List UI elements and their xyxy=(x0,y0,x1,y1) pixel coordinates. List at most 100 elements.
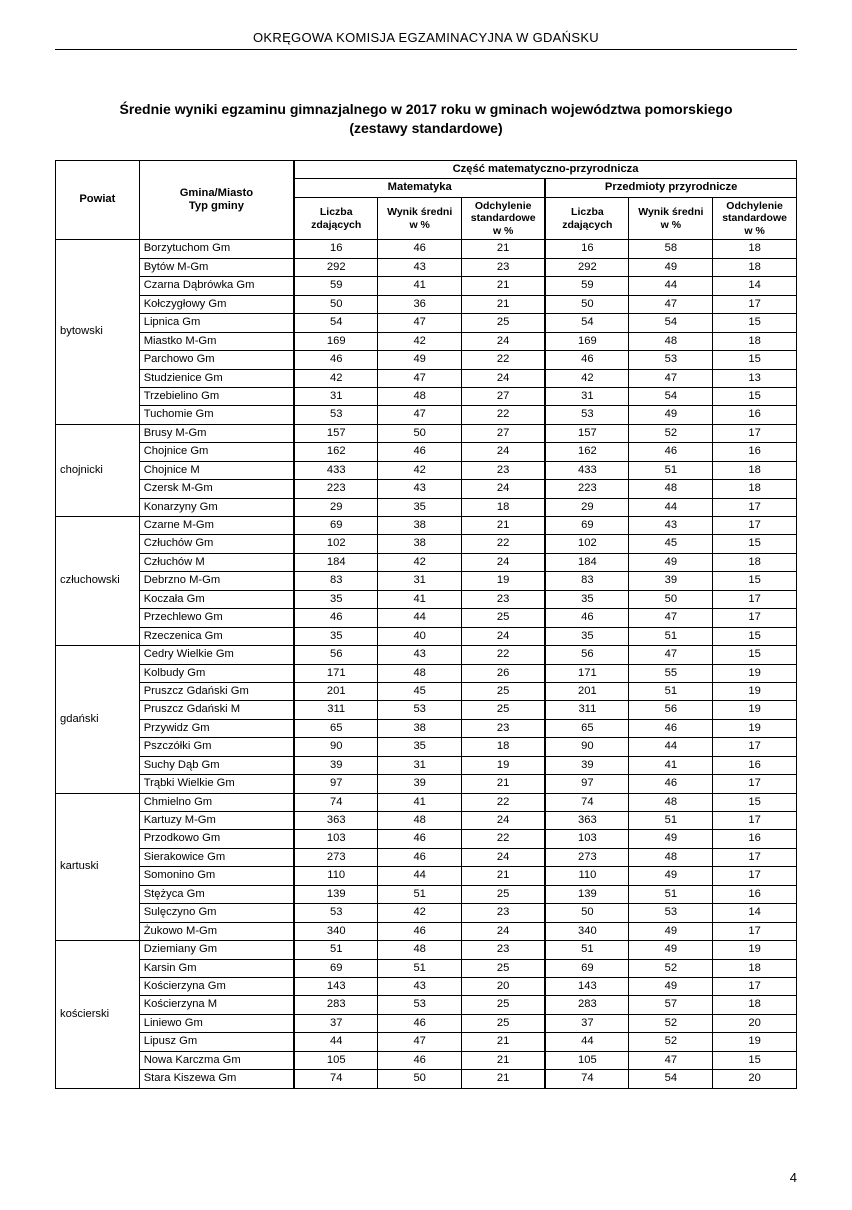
powiat-cell: człuchowski xyxy=(56,517,140,646)
sci-cell: 47 xyxy=(629,295,713,313)
table-row: Człuchów M18442241844918 xyxy=(56,553,797,571)
gmina-cell: Miastko M-Gm xyxy=(139,332,294,350)
math-cell: 23 xyxy=(462,941,546,959)
sci-cell: 49 xyxy=(629,830,713,848)
math-cell: 19 xyxy=(462,572,546,590)
table-row: Suchy Dąb Gm393119394116 xyxy=(56,756,797,774)
table-row: Kościerzyna Gm14343201434917 xyxy=(56,977,797,995)
sci-cell: 53 xyxy=(629,904,713,922)
gmina-cell: Bytów M-Gm xyxy=(139,258,294,276)
table-row: Stężyca Gm13951251395116 xyxy=(56,885,797,903)
math-cell: 53 xyxy=(378,996,462,1014)
col-p-wynik: Wynik średni w % xyxy=(629,197,713,240)
math-cell: 35 xyxy=(378,738,462,756)
math-cell: 56 xyxy=(294,646,378,664)
math-cell: 162 xyxy=(294,443,378,461)
sci-cell: 51 xyxy=(629,812,713,830)
math-cell: 36 xyxy=(378,295,462,313)
math-cell: 35 xyxy=(294,627,378,645)
sci-cell: 14 xyxy=(713,277,797,295)
sci-cell: 49 xyxy=(629,977,713,995)
math-cell: 23 xyxy=(462,904,546,922)
sci-cell: 69 xyxy=(545,517,629,535)
sci-cell: 44 xyxy=(545,1033,629,1051)
sci-cell: 52 xyxy=(629,1033,713,1051)
sci-cell: 17 xyxy=(713,812,797,830)
document-page: OKRĘGOWA KOMISJA EGZAMINACYJNA W GDAŃSKU… xyxy=(0,0,852,1210)
math-cell: 21 xyxy=(462,775,546,793)
gmina-cell: Nowa Karczma Gm xyxy=(139,1051,294,1069)
gmina-cell: Przechlewo Gm xyxy=(139,609,294,627)
gmina-cell: Brusy M-Gm xyxy=(139,424,294,442)
math-cell: 46 xyxy=(378,240,462,258)
sci-cell: 50 xyxy=(545,904,629,922)
sci-cell: 363 xyxy=(545,812,629,830)
table-row: kartuskiChmielno Gm744122744815 xyxy=(56,793,797,811)
sci-cell: 49 xyxy=(629,553,713,571)
sci-cell: 49 xyxy=(629,258,713,276)
math-cell: 21 xyxy=(462,277,546,295)
gmina-cell: Czarne M-Gm xyxy=(139,517,294,535)
gmina-cell: Suchy Dąb Gm xyxy=(139,756,294,774)
math-cell: 24 xyxy=(462,332,546,350)
math-cell: 42 xyxy=(378,904,462,922)
sci-cell: 49 xyxy=(629,941,713,959)
sci-cell: 17 xyxy=(713,295,797,313)
table-row: Czersk M-Gm22343242234818 xyxy=(56,480,797,498)
sci-cell: 18 xyxy=(713,258,797,276)
table-row: Stara Kiszewa Gm745021745420 xyxy=(56,1070,797,1088)
math-cell: 42 xyxy=(378,332,462,350)
table-row: Rzeczenica Gm354024355115 xyxy=(56,627,797,645)
gmina-cell: Człuchów M xyxy=(139,553,294,571)
math-cell: 46 xyxy=(378,922,462,940)
table-row: Trzebielino Gm314827315415 xyxy=(56,387,797,405)
sci-cell: 17 xyxy=(713,609,797,627)
sci-cell: 19 xyxy=(713,682,797,700)
sci-cell: 311 xyxy=(545,701,629,719)
math-cell: 42 xyxy=(378,553,462,571)
math-cell: 38 xyxy=(378,535,462,553)
col-math: Matematyka xyxy=(294,179,545,197)
math-cell: 223 xyxy=(294,480,378,498)
sci-cell: 53 xyxy=(545,406,629,424)
sci-cell: 105 xyxy=(545,1051,629,1069)
table-row: chojnickiBrusy M-Gm15750271575217 xyxy=(56,424,797,442)
math-cell: 19 xyxy=(462,756,546,774)
table-row: Pruszcz Gdański Gm20145252015119 xyxy=(56,682,797,700)
math-cell: 51 xyxy=(378,885,462,903)
gmina-cell: Pruszcz Gdański M xyxy=(139,701,294,719)
sci-cell: 169 xyxy=(545,332,629,350)
table-row: kościerskiDziemiany Gm514823514919 xyxy=(56,941,797,959)
gmina-cell: Parchowo Gm xyxy=(139,351,294,369)
gmina-cell: Kolbudy Gm xyxy=(139,664,294,682)
sci-cell: 15 xyxy=(713,572,797,590)
sci-cell: 45 xyxy=(629,535,713,553)
sci-cell: 44 xyxy=(629,277,713,295)
math-cell: 46 xyxy=(294,609,378,627)
gmina-cell: Trzebielino Gm xyxy=(139,387,294,405)
powiat-cell: kościerski xyxy=(56,941,140,1089)
math-cell: 43 xyxy=(378,646,462,664)
math-cell: 139 xyxy=(294,885,378,903)
table-row: bytowskiBorzytuchom Gm164621165818 xyxy=(56,240,797,258)
sci-cell: 51 xyxy=(545,941,629,959)
sci-cell: 51 xyxy=(629,885,713,903)
math-cell: 22 xyxy=(462,351,546,369)
sci-cell: 201 xyxy=(545,682,629,700)
sci-cell: 17 xyxy=(713,867,797,885)
sci-cell: 433 xyxy=(545,461,629,479)
math-cell: 103 xyxy=(294,830,378,848)
gmina-cell: Somonino Gm xyxy=(139,867,294,885)
table-row: Parchowo Gm464922465315 xyxy=(56,351,797,369)
math-cell: 21 xyxy=(462,240,546,258)
sci-cell: 110 xyxy=(545,867,629,885)
table-row: Przechlewo Gm464425464717 xyxy=(56,609,797,627)
table-row: Liniewo Gm374625375220 xyxy=(56,1014,797,1032)
sci-cell: 143 xyxy=(545,977,629,995)
sci-cell: 56 xyxy=(545,646,629,664)
math-cell: 157 xyxy=(294,424,378,442)
math-cell: 24 xyxy=(462,443,546,461)
sci-cell: 15 xyxy=(713,646,797,664)
math-cell: 292 xyxy=(294,258,378,276)
sci-cell: 48 xyxy=(629,848,713,866)
